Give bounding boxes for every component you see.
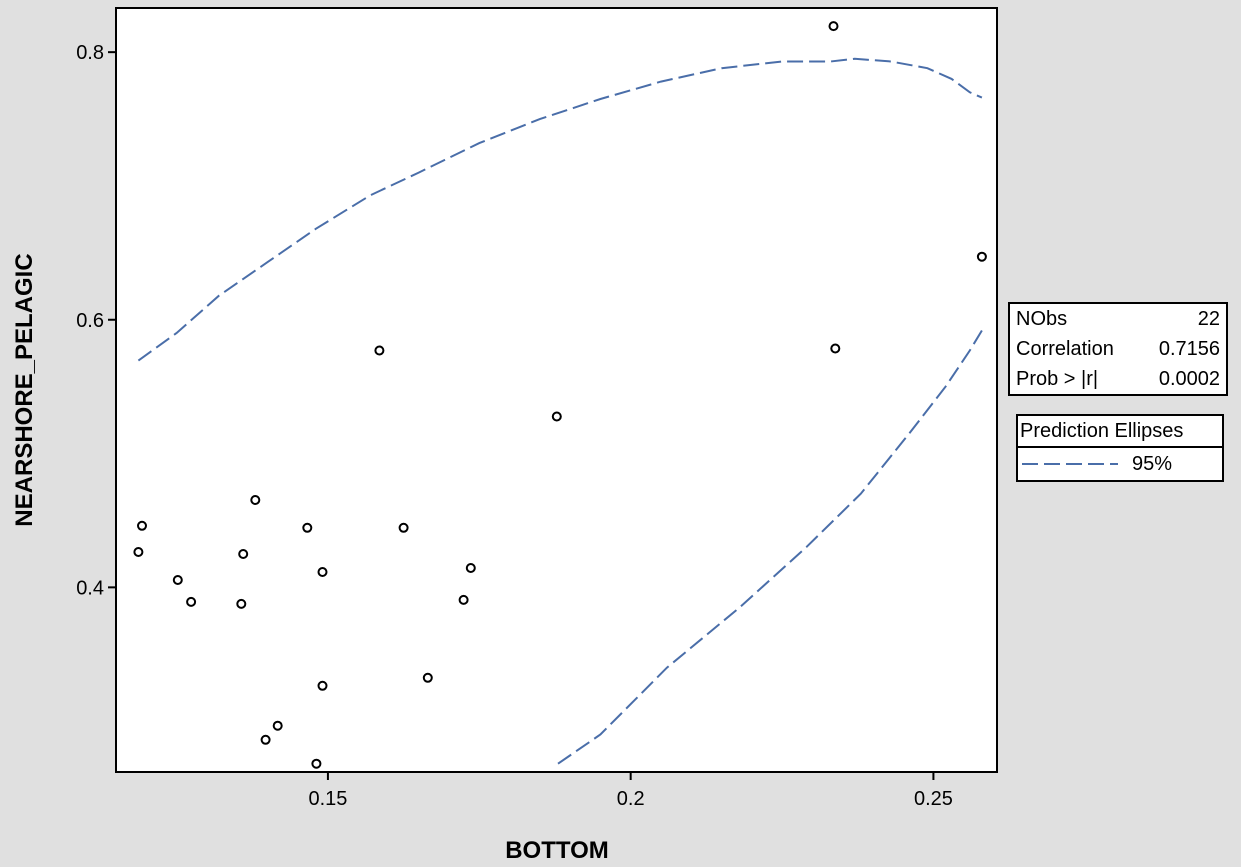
data-point-19 xyxy=(551,411,562,422)
x-axis-ticks: 0.15 0.2 0.25 xyxy=(308,772,953,810)
stats-row-nobs: NObs 22 xyxy=(1010,304,1226,334)
prediction-ellipse-group xyxy=(137,57,983,765)
data-point-3 xyxy=(172,575,183,585)
stats-value: 22 xyxy=(1197,308,1220,330)
stats-row-correlation: Correlation 0.7156 xyxy=(1010,334,1226,364)
stats-row-prob: Prob > |r| 0.0002 xyxy=(1010,364,1226,394)
data-point-17 xyxy=(458,594,469,605)
data-point-10 xyxy=(302,522,313,533)
data-point-11 xyxy=(311,758,322,769)
statistics-table: NObs 22 Correlation 0.7156 Prob > |r| 0.… xyxy=(1008,302,1228,396)
data-point-20 xyxy=(828,21,839,32)
data-point-21 xyxy=(830,343,841,354)
data-point-12 xyxy=(317,680,328,691)
data-point-8 xyxy=(260,734,271,745)
data-point-22 xyxy=(976,251,987,262)
data-point-1 xyxy=(133,547,144,557)
x-tick-label: 0.25 xyxy=(914,788,953,810)
stats-value: 0.0002 xyxy=(1158,368,1220,390)
x-tick-label: 0.2 xyxy=(617,788,645,810)
stats-label: Prob > |r| xyxy=(1016,368,1099,390)
legend-title: Prediction Ellipses xyxy=(1018,416,1222,448)
data-point-2 xyxy=(137,520,147,531)
legend-entry-label: 95% xyxy=(1132,452,1173,475)
data-point-7 xyxy=(250,495,261,505)
data-point-14 xyxy=(374,345,385,356)
prediction-ellipse-segment-2 xyxy=(557,329,983,765)
data-point-5 xyxy=(236,598,247,609)
data-point-4 xyxy=(186,596,197,607)
data-points xyxy=(133,21,987,769)
data-point-16 xyxy=(422,672,433,683)
data-point-6 xyxy=(238,549,249,559)
x-axis-title: BOTTOM xyxy=(505,837,609,864)
plot-area xyxy=(115,7,998,773)
legend-dash-line-icon xyxy=(1022,463,1118,465)
data-point-9 xyxy=(272,720,283,731)
y-tick-label: 0.4 xyxy=(76,577,104,599)
y-tick-label: 0.8 xyxy=(76,42,104,64)
x-tick-label: 0.15 xyxy=(308,788,347,810)
data-point-13 xyxy=(317,567,328,577)
stats-label: Correlation xyxy=(1016,338,1114,360)
y-tick-label: 0.6 xyxy=(76,310,104,332)
data-point-18 xyxy=(465,563,476,573)
legend: Prediction Ellipses 95% xyxy=(1016,414,1224,482)
y-axis-ticks: 0.4 0.6 0.8 xyxy=(76,42,116,599)
legend-entry: 95% xyxy=(1018,448,1222,480)
stats-label: NObs xyxy=(1016,308,1068,330)
data-point-15 xyxy=(398,522,409,533)
prediction-ellipse-segment-1 xyxy=(137,57,983,362)
y-axis-title: NEARSHORE_PELAGIC xyxy=(11,253,38,526)
stats-value: 0.7156 xyxy=(1158,338,1220,360)
